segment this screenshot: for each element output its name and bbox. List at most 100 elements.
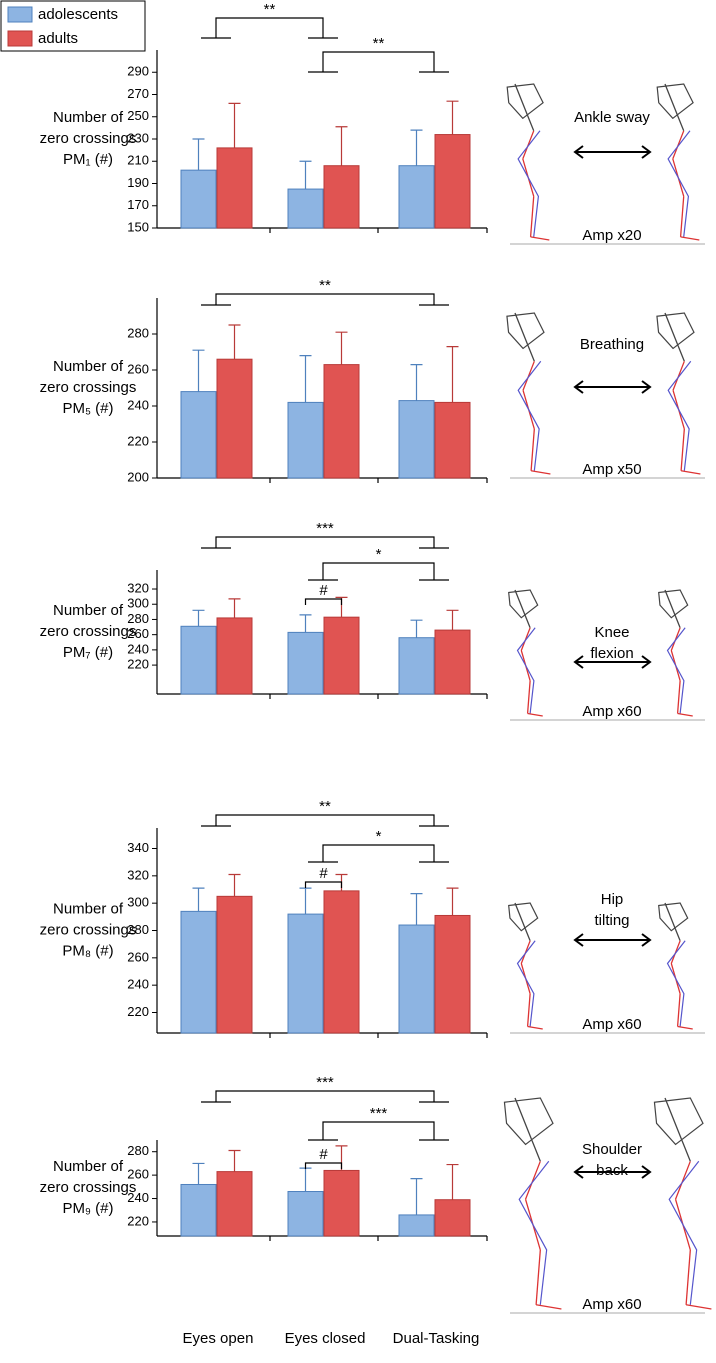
stick-segment xyxy=(524,927,531,942)
bar xyxy=(398,637,435,695)
stick-segment xyxy=(514,312,529,346)
stick-segment xyxy=(677,344,685,362)
y-tick-label: 240 xyxy=(127,1190,149,1205)
significance-label: *** xyxy=(316,1074,334,1091)
figure-label: tilting xyxy=(594,912,629,929)
stick-head xyxy=(653,1097,704,1146)
stick-segment xyxy=(666,627,686,714)
error-bar xyxy=(410,129,423,166)
y-tick-label: 260 xyxy=(127,949,149,964)
error-bar xyxy=(446,887,459,916)
bar xyxy=(216,617,253,695)
stick-segment xyxy=(676,993,681,1027)
significance-label: ** xyxy=(319,798,331,815)
y-tick-label: 300 xyxy=(127,895,149,910)
y-tick-label: 290 xyxy=(127,64,149,79)
y-tick-label: 170 xyxy=(127,197,149,212)
stick-head xyxy=(656,312,695,350)
stick-segment xyxy=(522,361,535,391)
stick-segment xyxy=(524,1161,541,1200)
error-bar xyxy=(228,102,241,148)
stick-segment xyxy=(680,236,700,241)
stick-segment xyxy=(667,360,692,471)
y-tick-label: 260 xyxy=(127,361,149,376)
stick-figure xyxy=(503,1097,562,1310)
bar xyxy=(287,1191,324,1237)
significance-bracket xyxy=(201,17,338,39)
stick-segment xyxy=(667,130,691,237)
significance-label: ** xyxy=(264,1,276,18)
stick-segment xyxy=(664,83,679,116)
bar xyxy=(398,165,435,229)
legend-label: adolescents xyxy=(38,6,118,23)
error-bar xyxy=(192,1162,205,1185)
error-bar xyxy=(410,1178,423,1215)
error-bar xyxy=(410,364,423,401)
legend-label: adults xyxy=(38,30,78,47)
stick-segment xyxy=(677,1025,693,1030)
stick-head xyxy=(508,589,539,619)
y-tick-label: 280 xyxy=(127,922,149,937)
error-bar xyxy=(446,100,459,135)
bar xyxy=(323,165,360,229)
bar xyxy=(216,895,253,1034)
y-axis-label: PM₁ (#) xyxy=(63,151,113,168)
y-axis-label: zero crossings xyxy=(40,130,137,147)
bar xyxy=(398,1214,435,1237)
stick-segment xyxy=(522,130,535,160)
significance-bracket xyxy=(201,536,449,549)
stick-segment xyxy=(524,614,531,629)
error-bar xyxy=(192,138,205,171)
bar xyxy=(180,391,217,479)
stick-segment xyxy=(679,196,685,237)
amplitude-label: Amp x60 xyxy=(582,1016,641,1033)
error-bar xyxy=(299,160,312,190)
y-tick-label: 240 xyxy=(127,397,149,412)
stick-segment xyxy=(674,614,681,629)
significance-bracket xyxy=(304,1162,343,1169)
x-tick-label: Dual-Tasking xyxy=(393,1330,480,1347)
y-axis-label: zero crossings xyxy=(40,379,137,396)
bar xyxy=(323,616,360,695)
stick-segment xyxy=(535,1304,562,1310)
significance-bracket xyxy=(308,51,449,73)
stick-figure xyxy=(506,83,550,241)
bar xyxy=(323,364,360,479)
y-tick-label: 240 xyxy=(127,977,149,992)
error-bar xyxy=(410,619,423,638)
significance-label: ** xyxy=(373,35,385,52)
stick-segment xyxy=(674,1161,691,1200)
bar xyxy=(398,924,435,1034)
bar xyxy=(434,134,471,229)
stick-segment xyxy=(529,196,535,237)
error-bar xyxy=(335,126,348,166)
stick-segment xyxy=(526,114,535,132)
stick-segment xyxy=(514,83,529,116)
significance-bracket xyxy=(308,1121,449,1141)
bar xyxy=(434,629,471,695)
stick-segment xyxy=(530,428,535,471)
y-tick-label: 300 xyxy=(127,596,149,611)
y-tick-label: 220 xyxy=(127,433,149,448)
stick-segment xyxy=(664,1097,683,1141)
stick-segment xyxy=(681,1139,691,1162)
stick-figure xyxy=(656,83,700,241)
bar xyxy=(323,1169,360,1237)
error-bar xyxy=(192,349,205,392)
amplitude-label: Amp x60 xyxy=(582,1296,641,1313)
bar xyxy=(434,914,471,1034)
y-axis-label: PM₅ (#) xyxy=(62,400,113,417)
figure-label: back xyxy=(596,1162,628,1179)
y-tick-label: 250 xyxy=(127,108,149,123)
stick-head xyxy=(506,312,545,350)
amplitude-label: Amp x60 xyxy=(582,703,641,720)
error-bar xyxy=(299,887,312,915)
stick-figure xyxy=(658,902,693,1030)
stick-segment xyxy=(676,680,681,714)
error-bar xyxy=(228,598,241,618)
stick-segment xyxy=(680,470,701,475)
stick-segment xyxy=(680,428,685,471)
stick-segment xyxy=(685,1249,691,1305)
stick-segment xyxy=(527,712,543,717)
